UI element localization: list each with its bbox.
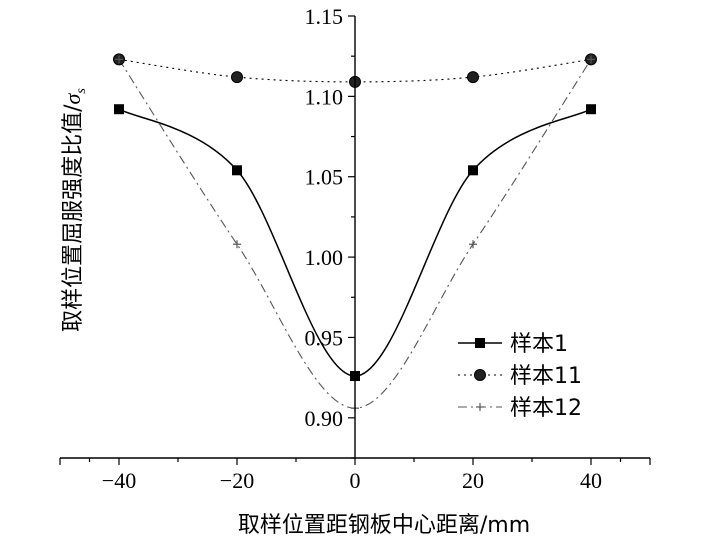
axes — [60, 16, 650, 459]
x-tick-label: 0 — [350, 468, 361, 493]
legend: 样本1 样本11 样本12 — [458, 332, 582, 421]
legend-marker — [474, 369, 486, 381]
series-line-2 — [118, 58, 592, 83]
legend-item-1: 样本1 — [458, 332, 568, 357]
y-tick-label: 1.10 — [305, 84, 344, 109]
y-tick-label: 1.00 — [305, 245, 344, 270]
y-axis-title-symbol: σ — [60, 92, 85, 104]
data-point-series-3 — [115, 55, 123, 64]
data-point-series-1 — [232, 165, 242, 176]
data-point-series-3 — [587, 55, 595, 64]
x-axis-title: 取样位置距钢板中心距离/mm — [238, 513, 530, 538]
y-tick-label: 1.05 — [305, 165, 344, 190]
x-tick-label: 40 — [580, 468, 602, 493]
x-tick-label: −40 — [102, 468, 136, 493]
data-point-series-2 — [467, 71, 479, 84]
y-axis-title-subscript: s — [74, 88, 89, 94]
x-tick-label: −20 — [220, 468, 254, 493]
legend-item-2: 样本11 — [458, 364, 582, 389]
y-tick-label: 0.95 — [305, 325, 344, 350]
data-point-series-2 — [231, 71, 243, 84]
data-point-series-1 — [114, 104, 124, 115]
x-tick-label: 20 — [462, 468, 484, 493]
ticks: −40 −20 0 20 40 0.90 0.95 1.00 1.05 1.10 1.15 — [59, 4, 651, 493]
legend-label: 样本11 — [510, 364, 582, 389]
legend-label: 样本1 — [510, 332, 568, 357]
legend-label: 样本12 — [510, 396, 582, 421]
y-tick-label: 1.15 — [305, 4, 344, 29]
legend-marker — [475, 338, 485, 348]
y-tick-label: 0.90 — [305, 406, 344, 431]
data-point-series-3 — [469, 240, 477, 249]
data-point-series-1 — [468, 165, 478, 176]
data-point-series-3 — [233, 240, 241, 249]
y-axis-title: 取样位置屈服强度比值/σs — [60, 88, 89, 332]
y-axis-title-text: 取样位置屈服强度比值/ — [61, 104, 86, 332]
data-point-series-1 — [586, 104, 596, 115]
legend-marker — [476, 403, 484, 411]
legend-item-3: 样本12 — [458, 396, 582, 421]
